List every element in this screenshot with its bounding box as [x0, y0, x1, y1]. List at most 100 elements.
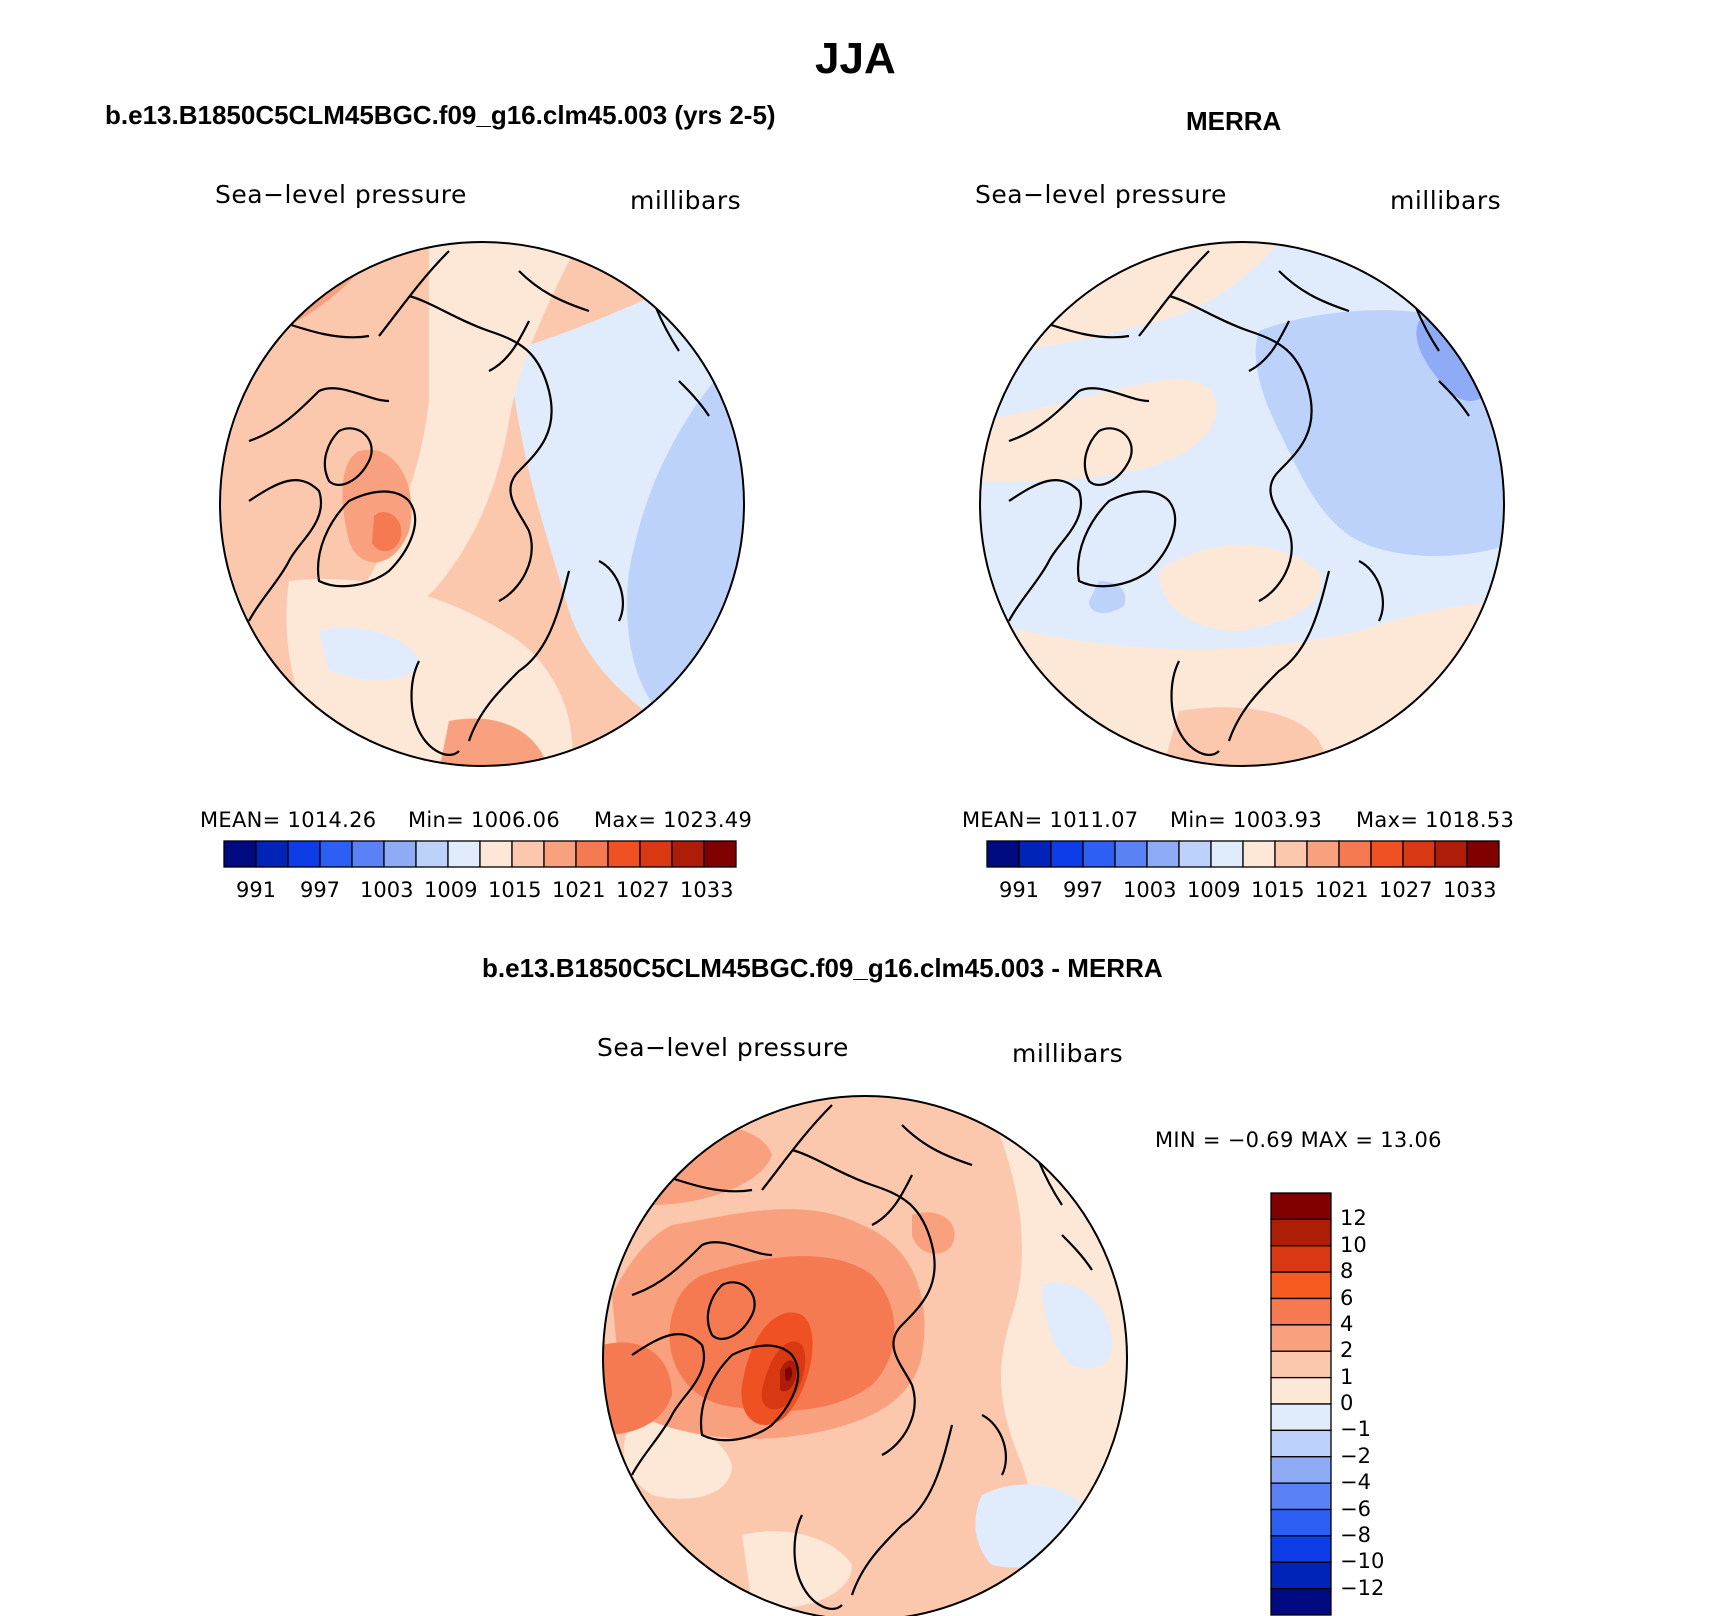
model-colorbar-swatch — [319, 840, 353, 868]
diff-colorbar-swatch — [1270, 1218, 1332, 1247]
model-field-high-edge — [439, 718, 549, 766]
obs-colorbar — [986, 840, 1500, 868]
diff-colorbar-tick-label: 2 — [1340, 1338, 1354, 1363]
obs-panel-title: MERRA — [1186, 106, 1282, 136]
diff-colorbar-swatch — [1270, 1297, 1332, 1326]
obs-colorbar-swatch — [1338, 840, 1372, 868]
obs-colorbar-swatch — [986, 840, 1020, 868]
diff-variable-label: Sea−level pressure — [597, 1033, 849, 1062]
diff-colorbar-swatch — [1270, 1192, 1332, 1221]
obs-units-label: millibars — [1390, 186, 1502, 215]
diff-colorbar-tick-label: 0 — [1340, 1391, 1354, 1415]
obs-max-stat: Max= 1018.53 — [1356, 808, 1515, 832]
diff-colorbar-tick-label: −1 — [1340, 1417, 1371, 1442]
diff-colorbar-tick-label: −10 — [1340, 1549, 1385, 1574]
diff-colorbar-tick-label: 1 — [1340, 1364, 1354, 1389]
obs-field-low-left — [1089, 581, 1126, 613]
obs-polar-map — [979, 241, 1505, 767]
diff-colorbar-tick-label: −4 — [1340, 1470, 1371, 1495]
diff-colorbar-tick-label: −8 — [1340, 1522, 1371, 1547]
diff-colorbar-swatch — [1270, 1456, 1332, 1484]
model-units-label: millibars — [630, 186, 742, 215]
diff-field-core-4 — [785, 1367, 793, 1381]
diff-colorbar-swatch — [1270, 1561, 1332, 1590]
diff-colorbar-swatch — [1270, 1324, 1332, 1352]
obs-colorbar-swatch — [1146, 840, 1180, 868]
model-colorbar-swatch — [351, 840, 385, 868]
obs-field-neutral-center — [1159, 544, 1321, 631]
diff-colorbar-tick-label: 4 — [1340, 1311, 1354, 1336]
diff-field-high-left — [603, 1342, 672, 1435]
diff-panel-title: b.e13.B1850C5CLM45BGC.f09_g16.clm45.003 … — [482, 953, 1163, 983]
obs-colorbar-tick-label: 1003 — [1123, 878, 1177, 902]
diff-coastlines — [631, 1104, 1093, 1611]
model-coastlines — [248, 250, 710, 757]
diff-colorbar-swatch — [1270, 1535, 1332, 1563]
obs-colorbar-swatch — [1082, 840, 1116, 868]
model-colorbar-swatch — [447, 840, 481, 868]
diff-colorbar-tick-label: 6 — [1340, 1285, 1354, 1310]
diff-colorbar-tick-label: 10 — [1340, 1232, 1367, 1257]
diff-colorbar-tick-label: −12 — [1340, 1575, 1385, 1600]
diff-colorbar-swatch — [1270, 1245, 1332, 1273]
model-colorbar-tick-label: 1003 — [360, 878, 414, 902]
model-field-high-core — [372, 512, 402, 552]
diff-colorbar-swatch — [1270, 1587, 1332, 1616]
model-colorbar-tick-label: 991 — [235, 878, 277, 902]
obs-colorbar-tick-label: 1021 — [1315, 878, 1369, 902]
diff-colorbar-swatch — [1270, 1482, 1332, 1511]
diff-colorbar-tick-label: 8 — [1340, 1259, 1354, 1284]
obs-colorbar-swatch — [1018, 840, 1052, 868]
model-colorbar-swatch — [479, 840, 513, 868]
diff-colorbar-tick-label: −2 — [1340, 1443, 1371, 1468]
diff-colorbar — [1270, 1192, 1332, 1616]
diff-colorbar-swatch — [1270, 1376, 1332, 1405]
model-colorbar-tick-label: 1015 — [488, 878, 542, 902]
model-colorbar-swatch — [671, 840, 705, 868]
diff-map-border — [602, 1095, 1128, 1616]
model-colorbar-swatch — [575, 840, 609, 868]
model-colorbar-swatch — [223, 840, 257, 868]
diff-colorbar-swatch — [1270, 1403, 1332, 1432]
model-colorbar-swatch — [383, 840, 417, 868]
model-min-stat: Min= 1006.06 — [408, 808, 560, 832]
model-polar-map — [219, 241, 745, 767]
model-colorbar-swatch — [703, 840, 737, 868]
diff-field-low-right — [1042, 1282, 1113, 1369]
obs-min-stat: Min= 1003.93 — [1170, 808, 1322, 832]
diff-colorbar-swatch — [1270, 1350, 1332, 1379]
diff-colorbar-tick-label: 12 — [1340, 1206, 1367, 1231]
obs-colorbar-swatch — [1050, 840, 1084, 868]
model-colorbar — [223, 840, 737, 868]
obs-colorbar-swatch — [1242, 840, 1276, 868]
obs-colorbar-swatch — [1178, 840, 1212, 868]
obs-colorbar-swatch — [1370, 840, 1404, 868]
obs-field-neutral-mid — [980, 379, 1217, 481]
obs-colorbar-swatch — [1274, 840, 1308, 868]
model-colorbar-swatch — [607, 840, 641, 868]
diff-colorbar-swatch — [1270, 1271, 1332, 1300]
model-field-neutral-low — [319, 627, 419, 680]
model-colorbar-swatch — [415, 840, 449, 868]
model-colorbar-swatch — [511, 840, 545, 868]
model-map-border — [219, 241, 745, 767]
diff-colorbar-swatch — [1270, 1508, 1332, 1537]
obs-colorbar-swatch — [1402, 840, 1436, 868]
model-panel-title: b.e13.B1850C5CLM45BGC.f09_g16.clm45.003 … — [105, 100, 776, 130]
diff-colorbar-tick-label: −6 — [1340, 1496, 1371, 1521]
diff-minmax-stat: MIN = −0.69 MAX = 13.06 — [1155, 1128, 1442, 1152]
obs-colorbar-tick-label: 1033 — [1443, 878, 1497, 902]
model-colorbar-tick-label: 1021 — [552, 878, 606, 902]
model-colorbar-tick-label: 1009 — [424, 878, 478, 902]
obs-colorbar-tick-label: 991 — [998, 878, 1040, 902]
obs-colorbar-swatch — [1306, 840, 1340, 868]
model-max-stat: Max= 1023.49 — [594, 808, 753, 832]
figure-title: JJA — [815, 34, 896, 83]
diff-units-label: millibars — [1012, 1039, 1124, 1068]
diff-field-neutral-left — [623, 1422, 732, 1499]
obs-colorbar-swatch — [1210, 840, 1244, 868]
obs-colorbar-tick-label: 1009 — [1187, 878, 1241, 902]
obs-colorbar-tick-label: 997 — [1062, 878, 1104, 902]
model-colorbar-tick-label: 997 — [299, 878, 341, 902]
diff-colorbar-swatch — [1270, 1429, 1332, 1458]
